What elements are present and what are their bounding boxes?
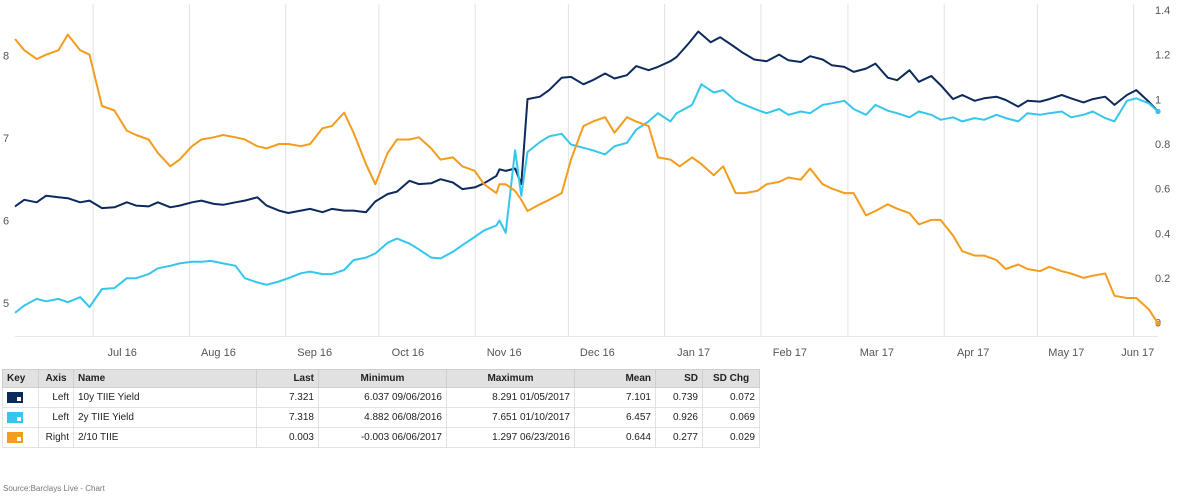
series-key [2,387,39,408]
x-tick-label: Oct 16 [392,347,424,359]
legend-row[interactable]: Right 2/10 TIIE 0.003 -0.003 06/06/2017 … [2,427,760,448]
series-name: 2y TIIE Yield [73,407,257,428]
series-last: 7.321 [256,387,319,408]
x-tick-label: Apr 17 [957,347,989,359]
series-line-2 [14,83,1159,314]
series-name: 10y TIIE Yield [73,387,257,408]
right-tick-label: 1.2 [1155,50,1170,62]
header-key: Key [2,369,39,388]
right-tick-label: 0.4 [1155,228,1170,240]
left-tick-label: 6 [3,215,9,227]
right-axis: 00.20.40.60.811.21.4 [1155,5,1170,330]
series-swatch-icon [7,391,23,403]
series-swatch-icon [7,431,23,443]
header-sd: SD [655,369,703,388]
left-tick-label: 7 [3,133,9,145]
series-sd-chg: 0.072 [702,387,760,408]
series-axis: Left [38,407,74,428]
header-name: Name [73,369,257,388]
series-sd: 0.739 [655,387,703,408]
series-sd-chg: 0.029 [702,427,760,448]
x-tick-label: Jun 17 [1121,347,1154,359]
x-tick-label: Nov 16 [487,347,522,359]
x-tick-label: Dec 16 [580,347,615,359]
header-axis: Axis [38,369,74,388]
series-last: 0.003 [256,427,319,448]
series-line-1 [14,30,1159,214]
series-end-point [1155,320,1161,326]
series-minimum: 6.037 09/06/2016 [318,387,447,408]
header-mean: Mean [574,369,656,388]
series-key [2,427,39,448]
legend-table: Key Axis Name Last Minimum Maximum Mean … [2,369,760,448]
header-maximum: Maximum [446,369,575,388]
series-maximum: 7.651 01/10/2017 [446,407,575,428]
series-sd: 0.926 [655,407,703,428]
x-tick-label: Jul 16 [107,347,136,359]
left-tick-label: 5 [3,298,9,310]
x-axis: Jul 16 Aug 16 Sep 16 Oct 16 Nov 16 Dec 16 Jan … [107,347,1154,359]
series-sd-chg: 0.069 [702,407,760,428]
series-axis: Left [38,387,74,408]
x-tick-label: Aug 16 [201,347,236,359]
legend-header-row: Key Axis Name Last Minimum Maximum Mean … [2,369,760,388]
legend-row[interactable]: Left 10y TIIE Yield 7.321 6.037 09/06/20… [2,387,760,408]
legend-row[interactable]: Left 2y TIIE Yield 7.318 4.882 06/08/201… [2,407,760,428]
series-maximum: 8.291 01/05/2017 [446,387,575,408]
right-tick-label: 1 [1155,94,1161,106]
source-note: Source:Barclays Live - Chart [3,484,105,493]
series-last: 7.318 [256,407,319,428]
series-mean: 0.644 [574,427,656,448]
series-minimum: -0.003 06/06/2017 [318,427,447,448]
header-last: Last [256,369,319,388]
series-lines [14,30,1161,326]
header-sd-chg: SD Chg [702,369,760,388]
right-tick-label: 0.6 [1155,184,1170,196]
right-tick-label: 0.8 [1155,139,1170,151]
series-minimum: 4.882 06/08/2016 [318,407,447,428]
grid-lines [15,4,1158,337]
x-tick-label: Feb 17 [773,347,807,359]
right-tick-label: 0.2 [1155,273,1170,285]
x-tick-label: Sep 16 [297,347,332,359]
series-sd: 0.277 [655,427,703,448]
series-maximum: 1.297 06/23/2016 [446,427,575,448]
series-name: 2/10 TIIE [73,427,257,448]
series-axis: Right [38,427,74,448]
series-line-3 [14,33,1159,324]
series-swatch-icon [7,411,23,423]
left-axis: 5 6 7 8 [3,50,9,310]
x-tick-label: Mar 17 [860,347,894,359]
left-tick-label: 8 [3,50,9,62]
series-key [2,407,39,428]
x-tick-label: Jan 17 [677,347,710,359]
right-tick-label: 1.4 [1155,5,1170,17]
series-mean: 6.457 [574,407,656,428]
series-mean: 7.101 [574,387,656,408]
x-tick-label: May 17 [1048,347,1084,359]
series-end-point [1155,109,1161,115]
header-minimum: Minimum [318,369,447,388]
